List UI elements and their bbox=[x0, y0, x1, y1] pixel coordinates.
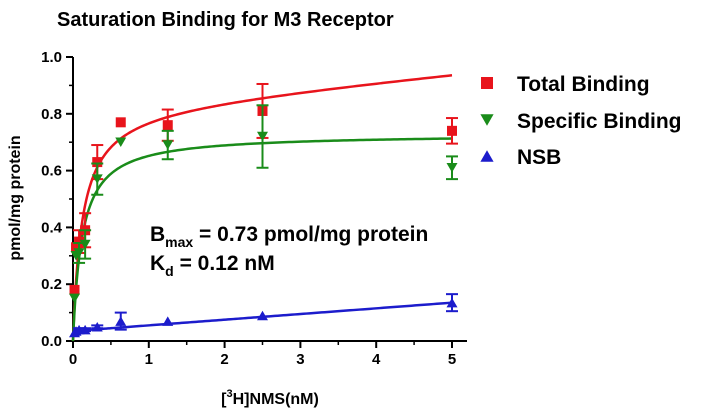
data-point-specific-binding bbox=[162, 140, 174, 150]
data-point-specific-binding bbox=[91, 174, 103, 184]
data-point-total-binding bbox=[162, 120, 173, 131]
x-tick-label: 0 bbox=[69, 351, 77, 368]
legend-label-total-binding: Total Binding bbox=[517, 73, 650, 96]
x-tick-label: 2 bbox=[220, 351, 228, 368]
legend-marker-total-binding bbox=[481, 77, 493, 89]
legend-label-specific-binding: Specific Binding bbox=[517, 110, 682, 133]
bmax-rest: = 0.73 pmol/mg protein bbox=[193, 223, 428, 246]
data-points bbox=[69, 82, 458, 338]
legend: Total Binding Specific Binding NSB bbox=[480, 73, 682, 169]
x-axis-label-prefix: [ bbox=[221, 391, 227, 408]
kd-sub: d bbox=[165, 263, 174, 279]
data-point-total-binding bbox=[71, 242, 82, 253]
data-point-specific-binding bbox=[115, 137, 127, 147]
y-tick-label: 1.0 bbox=[41, 49, 62, 66]
data-point-total-binding bbox=[74, 236, 85, 247]
y-tick-label: 0.8 bbox=[41, 106, 62, 123]
data-point-nsb bbox=[115, 316, 127, 326]
data-point-specific-binding bbox=[79, 239, 91, 250]
bmax-main: B bbox=[150, 223, 165, 246]
x-tick-label: 5 bbox=[448, 351, 456, 368]
data-point-specific-binding bbox=[257, 131, 268, 142]
data-point-total-binding bbox=[447, 125, 457, 136]
data-point-nsb bbox=[446, 297, 458, 308]
bmax-sub: max bbox=[165, 234, 193, 250]
kd-annotation: Kd = 0.12 nM bbox=[150, 252, 275, 279]
x-tick-label: 4 bbox=[372, 351, 381, 368]
legend-marker-nsb bbox=[480, 150, 494, 162]
bmax-annotation: Bmax = 0.73 pmol/mg protein bbox=[150, 223, 428, 250]
data-point-specific-binding bbox=[69, 293, 81, 304]
data-point-total-binding bbox=[92, 157, 103, 168]
data-point-total-binding bbox=[69, 284, 80, 295]
chart-title: Saturation Binding for M3 Receptor bbox=[57, 9, 394, 31]
data-point-specific-binding bbox=[73, 248, 85, 258]
data-point-nsb bbox=[257, 310, 268, 321]
y-tick-label: 0.4 bbox=[41, 219, 63, 236]
legend-marker-specific-binding bbox=[480, 114, 494, 126]
y-axis-label: pmol/mg protein bbox=[7, 135, 24, 260]
kd-rest: = 0.12 nM bbox=[174, 252, 275, 275]
data-point-nsb bbox=[91, 322, 103, 332]
y-tick-label: 0.2 bbox=[41, 276, 62, 293]
x-tick-label: 1 bbox=[145, 351, 153, 368]
kd-main: K bbox=[150, 252, 165, 275]
legend-label-nsb: NSB bbox=[517, 146, 561, 169]
x-tick-label: 3 bbox=[296, 351, 304, 368]
axes: 0.0 0.2 0.4 0.6 0.8 1.0 0 1 2 3 4 5 bbox=[41, 49, 467, 368]
data-point-total-binding bbox=[115, 117, 126, 128]
x-axis-label-sup: 3 bbox=[227, 388, 233, 400]
data-point-nsb bbox=[162, 316, 174, 326]
y-tick-label: 0.6 bbox=[41, 163, 62, 180]
y-tick-label: 0.0 bbox=[41, 333, 62, 350]
x-axis-label-suffix: H]NMS(nM) bbox=[233, 391, 319, 408]
data-point-nsb bbox=[79, 324, 91, 335]
x-axis-label: [3H]NMS(nM) bbox=[221, 388, 319, 408]
data-point-specific-binding bbox=[446, 163, 458, 173]
